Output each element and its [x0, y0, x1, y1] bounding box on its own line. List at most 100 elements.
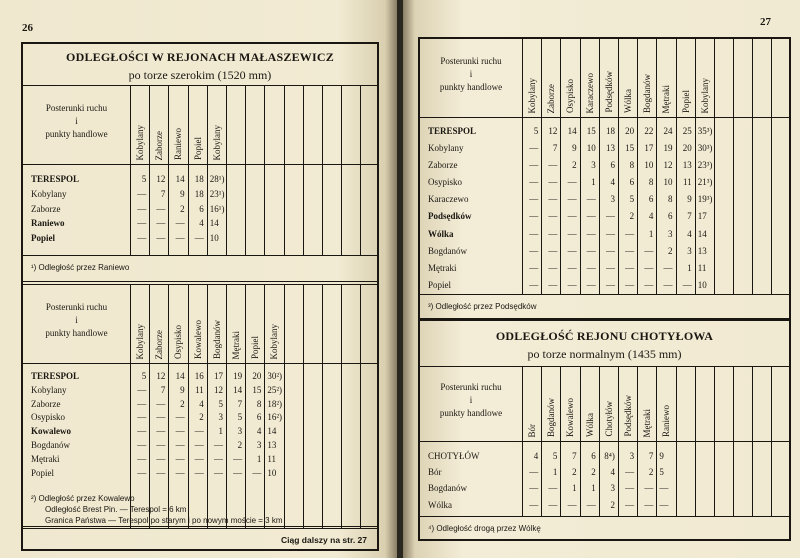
- distance-cell: 6: [629, 177, 635, 188]
- distance-cell: 12: [548, 126, 558, 136]
- footnote-line: Odległość Brest Pin. — Terespol = 6 km: [45, 505, 187, 514]
- distance-cell: 7: [160, 384, 166, 395]
- distance-cell: 14: [697, 228, 707, 239]
- distance-cell: —: [625, 262, 635, 273]
- column-header-label: Wólka: [623, 89, 634, 113]
- row-label: Mętraki: [31, 453, 60, 464]
- row-label-column: Posterunki ruchu i punkty handlowe TERESPOL…: [23, 285, 130, 528]
- distance-cell: 8⁴): [604, 451, 615, 461]
- row-header-line: punkty handlowe: [439, 407, 503, 418]
- column-header: [303, 86, 322, 165]
- distance-cell: —: [625, 483, 635, 494]
- column-header: Karaczewo: [580, 39, 599, 118]
- distance-cell: 9: [659, 451, 664, 461]
- distance-cell: 13: [605, 143, 615, 154]
- distance-cell: —: [548, 499, 558, 510]
- empty-column: [283, 285, 303, 528]
- destination-column: Zaborze 12 7 — — —: [149, 86, 169, 255]
- distance-cell: 23¹): [209, 188, 225, 199]
- distance-cell: 2: [572, 467, 577, 478]
- column-header-label: Podsędków: [603, 71, 614, 113]
- distance-cell: 1: [591, 177, 596, 188]
- column-header: Kobylany: [265, 285, 284, 364]
- distance-cell: 12: [156, 371, 166, 381]
- distance-cell: —: [529, 160, 539, 171]
- row-header-line: Posterunki ruchu: [440, 55, 502, 66]
- column-header: Bogdanów: [638, 39, 657, 118]
- right-page: 27 Posterunki ruchu i punkty handlowe TERES…: [403, 0, 800, 558]
- distance-cell: —: [194, 426, 204, 437]
- distance-cell: 19: [233, 371, 243, 381]
- distance-cell: 6: [668, 211, 673, 222]
- distance-cell: —: [605, 279, 615, 290]
- distance-cell: —: [213, 439, 223, 450]
- column-header: [284, 285, 303, 364]
- distance-cell: 5: [533, 126, 539, 136]
- distance-cell: 5: [141, 371, 147, 381]
- footnote-line: ³) Odległość przez Podsędków: [428, 302, 537, 311]
- row-label: Popiel: [31, 467, 55, 478]
- distance-cell: 2: [180, 398, 185, 409]
- distance-cell: 9: [572, 143, 577, 154]
- distance-cell: —: [644, 499, 654, 510]
- destination-column: Mętraki 7 2 — —: [637, 367, 657, 516]
- column-header: Popiel: [188, 86, 207, 165]
- row-label-column: Posterunki ruchu i punkty handlowe CHOTYŁÓW…: [420, 367, 522, 516]
- column-header: Wólka: [580, 367, 599, 442]
- column-header: [714, 367, 734, 442]
- row-label: Kobylany: [31, 384, 67, 395]
- distance-cell: 16: [194, 371, 204, 381]
- distance-cell: —: [586, 211, 596, 222]
- continuation-block: Ciąg dalszy na str. 27: [23, 527, 377, 549]
- distance-cell: —: [586, 245, 596, 256]
- distance-cell: 25²): [267, 384, 283, 395]
- distance-cell: 9: [180, 188, 185, 199]
- empty-column: [752, 367, 772, 516]
- table-title: ODLEGŁOŚCI W REJONACH MAŁASZEWICZ: [66, 50, 334, 64]
- empty-column: [341, 86, 361, 255]
- distance-cell: —: [567, 228, 577, 239]
- distance-cell: 11: [195, 384, 204, 395]
- distance-cell: 4: [533, 451, 539, 461]
- column-header: [342, 285, 361, 364]
- column-header: Bogdanów: [542, 367, 561, 442]
- destination-column: Zaborze 12 7 — — — — — — — —: [541, 39, 561, 294]
- distance-cell: —: [156, 398, 166, 409]
- distance-cell: —: [529, 483, 539, 494]
- distance-cell: 5: [237, 412, 243, 423]
- column-header: [695, 367, 714, 442]
- column-header-label: Zaborze: [154, 329, 165, 359]
- distance-cell: —: [137, 426, 147, 437]
- distance-cell: 6: [648, 194, 654, 205]
- column-header-label: Osypisko: [173, 324, 184, 359]
- distance-cell: 8: [668, 194, 673, 205]
- distance-cell: —: [567, 279, 577, 290]
- distance-cell: 14: [175, 174, 185, 184]
- distance-cell: —: [548, 262, 558, 273]
- column-header: [753, 367, 772, 442]
- destination-column: Raniewo 9 5 — —: [656, 367, 676, 516]
- distance-cell: —: [137, 218, 147, 229]
- distance-cell: 3: [668, 228, 673, 239]
- distance-cell: —: [567, 177, 577, 188]
- distance-cell: 18²): [267, 398, 283, 409]
- row-label: Bogdanów: [428, 245, 467, 256]
- distance-cell: 8: [256, 398, 262, 409]
- row-label: Popiel: [428, 279, 452, 290]
- destination-column: Popiel 18 18 6 4 —: [187, 86, 207, 255]
- table-title-block: ODLEGŁOŚCI W REJONACH MAŁASZEWICZ po tor…: [23, 44, 377, 86]
- distance-cell: —: [175, 453, 185, 464]
- column-header-label: Chotyłów: [603, 401, 614, 437]
- row-header-line: punkty handlowe: [439, 81, 503, 92]
- column-header-label: Kobylany: [699, 77, 710, 114]
- column-header: [322, 285, 342, 364]
- distance-cell: —: [529, 143, 539, 154]
- row-header-line: i: [469, 68, 473, 79]
- destination-column: Kobylany 35³) 30³) 23³) 21³) 19³) 17 14 13 11 10: [694, 39, 714, 294]
- distance-cell: —: [175, 439, 185, 450]
- left-page: 26 ODLEGŁOŚCI W REJONACH MAŁASZEWICZ po …: [0, 0, 397, 558]
- column-header-label: Bogdanów: [546, 398, 557, 437]
- footnote-line: ²) Odległość przez Kowalewo: [31, 494, 135, 503]
- distance-cell: —: [194, 453, 204, 464]
- row-label-column: Posterunki ruchu i punkty handlowe TERESPOL…: [420, 39, 522, 294]
